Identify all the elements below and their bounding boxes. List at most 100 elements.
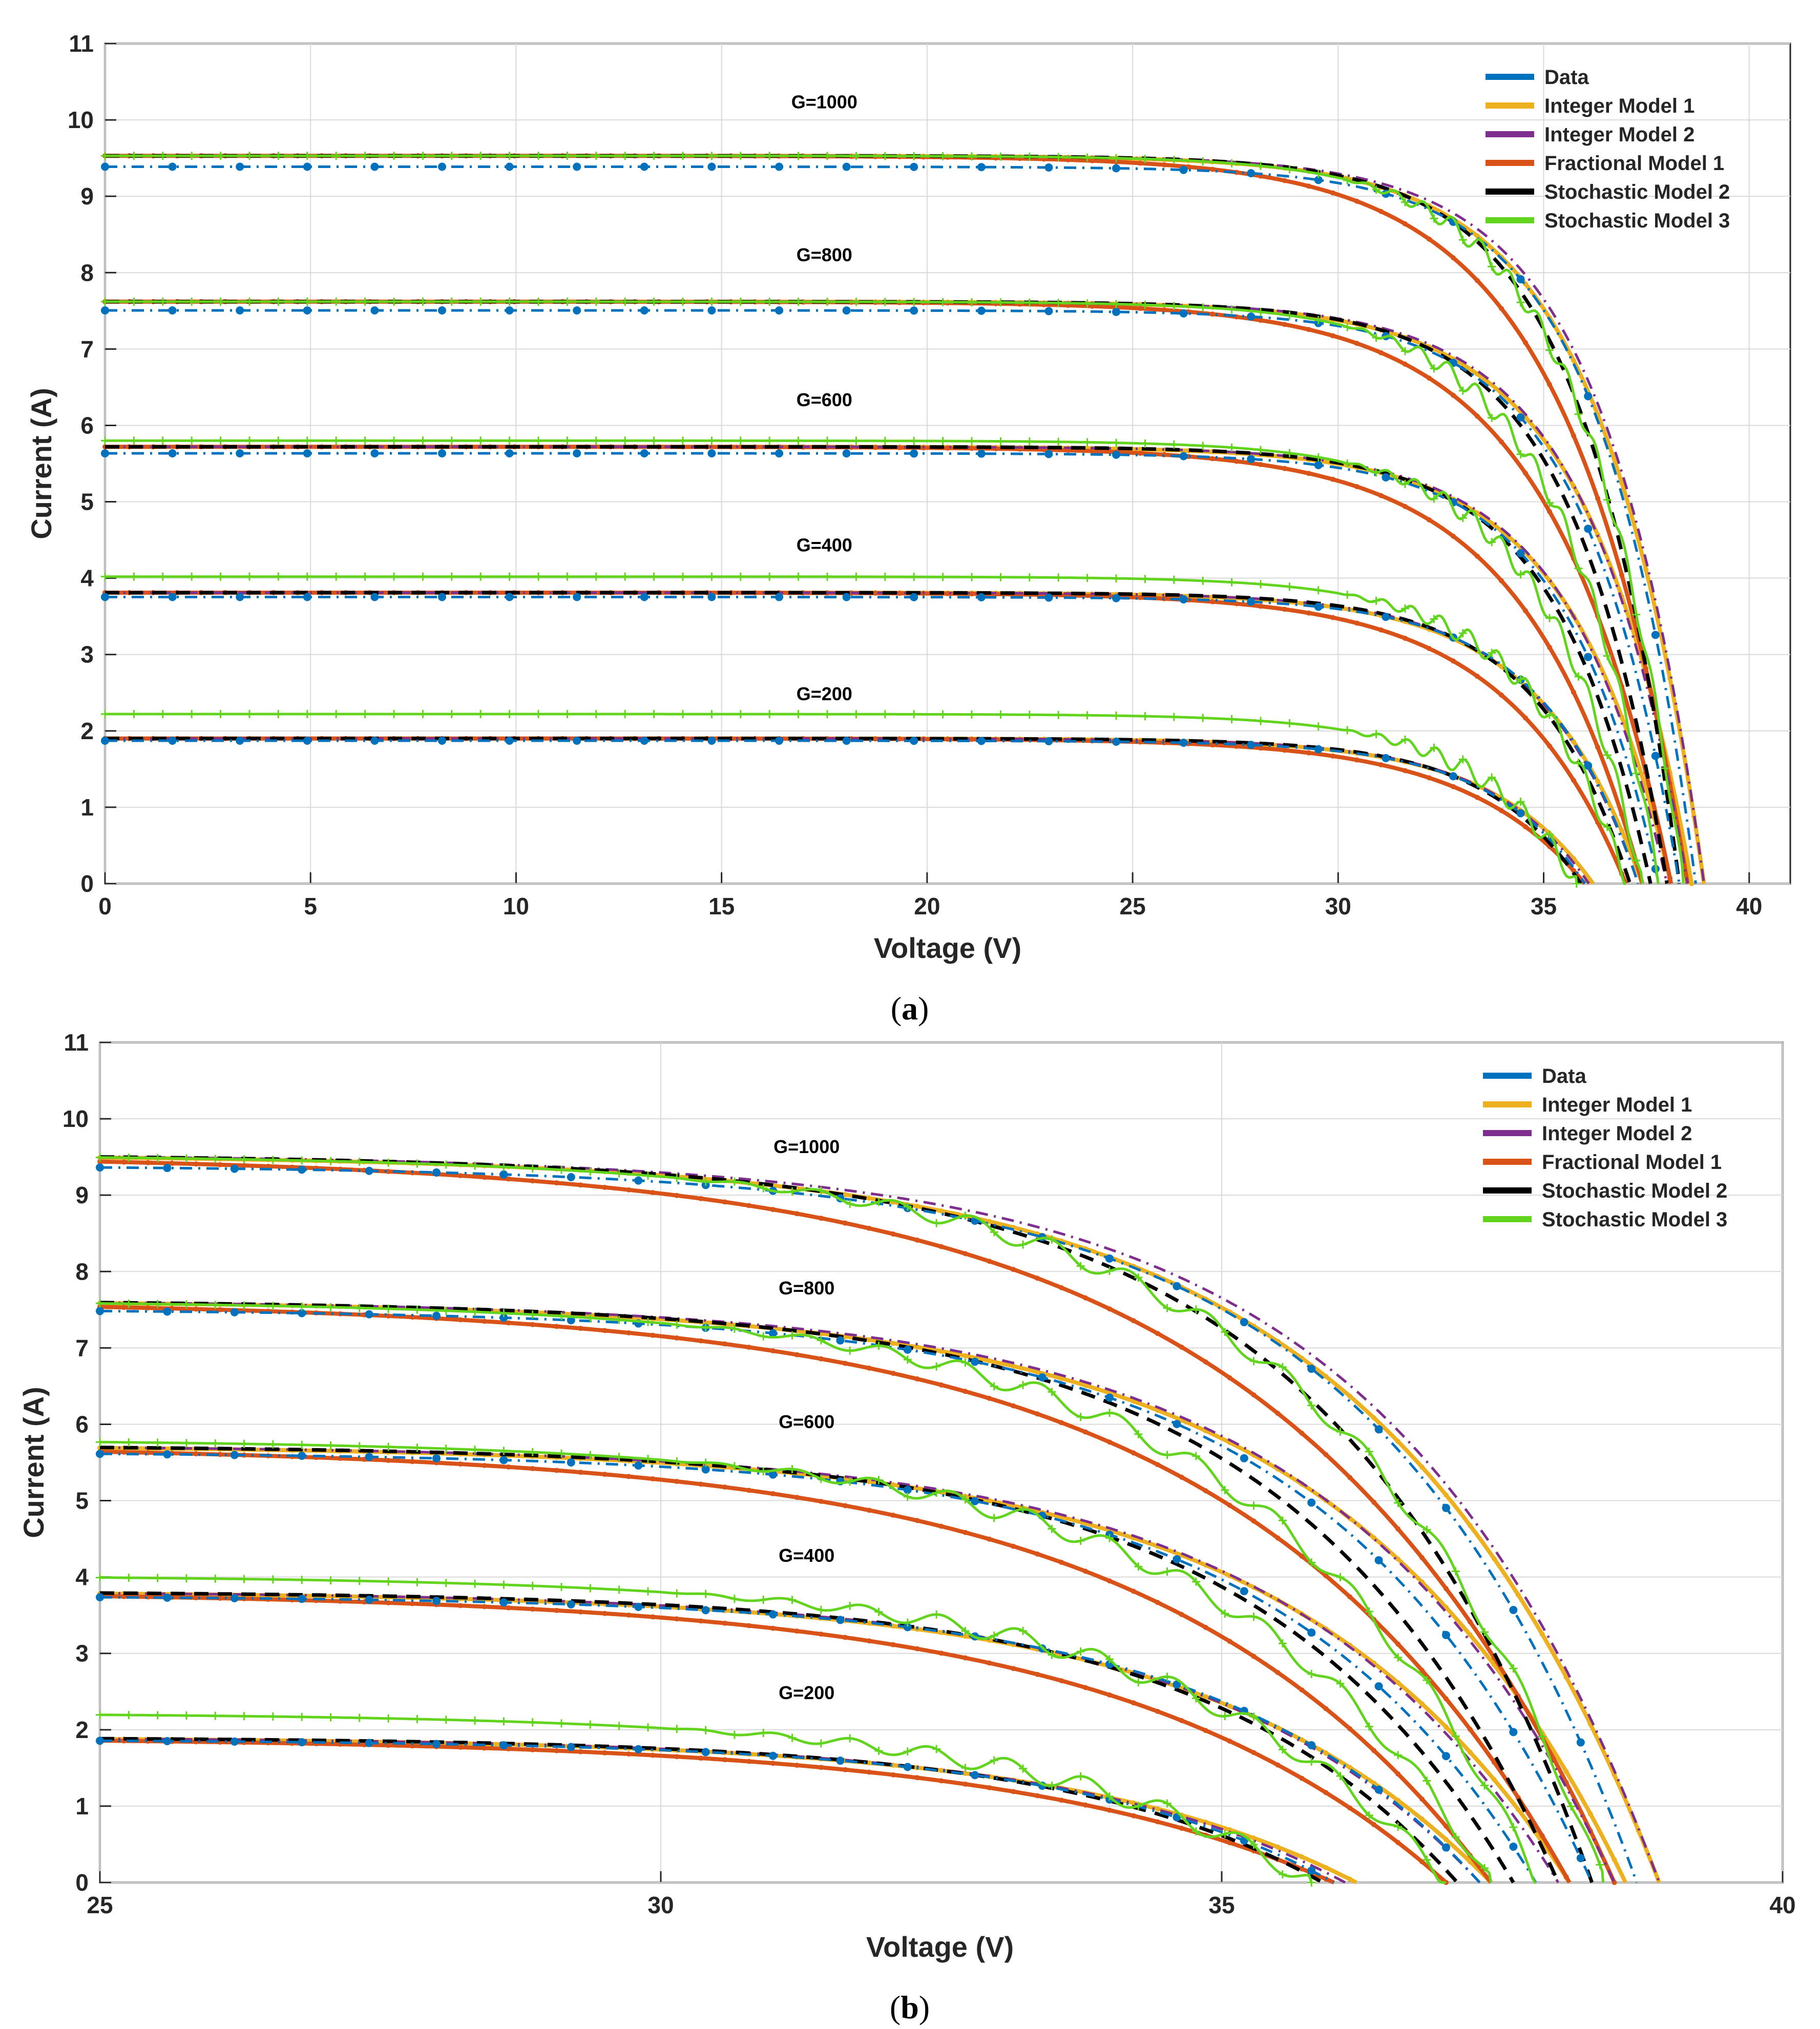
marker-frac1 [722,1341,728,1347]
marker-stoch3 [615,1722,623,1730]
marker-stoch3 [1249,1712,1258,1721]
marker-stoch3 [650,436,658,445]
marker-stoch3 [1227,715,1236,724]
marker-frac1 [1227,1375,1232,1380]
marker-frac1 [1619,572,1624,578]
marker-frac1 [1499,578,1504,583]
marker-frac1 [457,1745,463,1750]
marker-frac1 [1547,644,1552,650]
marker-data [505,736,514,745]
marker-stoch3 [707,710,716,719]
marker-stoch3 [447,297,456,306]
marker-frac1 [1275,1411,1281,1416]
marker-frac1 [987,1536,992,1542]
marker-frac1 [674,1754,680,1760]
marker-frac1 [1323,1790,1329,1795]
marker-frac1 [1011,1403,1016,1409]
marker-frac1 [914,1775,920,1781]
x-tick-label: 25 [87,1892,113,1918]
marker-frac1 [626,1751,632,1757]
marker-int1 [963,1353,968,1358]
marker-stoch3 [968,437,976,446]
marker-frac1 [674,1616,680,1622]
marker-frac1 [1090,158,1095,163]
marker-int1 [914,1203,920,1209]
marker-stoch3 [471,1446,479,1454]
marker-data [769,1751,777,1760]
marker-data [775,737,783,745]
marker-data [432,1454,441,1462]
marker-stoch3 [1480,1864,1489,1872]
marker-data [1584,761,1593,770]
marker-frac1 [1378,493,1384,498]
marker-stoch3 [903,1618,912,1627]
marker-data [1509,1605,1518,1614]
marker-frac1 [386,1743,391,1748]
y-tick-label: 8 [80,259,94,286]
series-stoch3-g400 [105,575,1626,885]
marker-frac1 [890,1772,896,1777]
marker-frac1 [1282,606,1287,612]
marker-frac1 [945,591,950,596]
x-tick-label: 20 [914,893,940,919]
marker-stoch3 [1314,722,1323,731]
marker-data [499,1598,508,1607]
marker-data [640,736,648,745]
marker-frac1 [770,1625,776,1631]
marker-stoch3 [557,1449,566,1458]
marker-stoch3 [476,297,485,306]
panel-b-irradiance-labels: G=1000 G=800 G=600 G=400 G=200 [773,1136,840,1703]
marker-stoch3 [303,436,311,445]
marker-data [432,1597,441,1605]
marker-frac1 [1427,517,1432,522]
marker-data [1307,1498,1316,1507]
marker-stoch3 [1430,214,1438,223]
marker-stoch3 [990,1514,998,1522]
marker-stoch3 [332,710,341,719]
marker-data [1179,738,1188,747]
marker-stoch3 [274,436,283,445]
marker-frac1 [482,1604,487,1609]
marker-stoch3 [245,152,254,160]
marker-frac1 [1162,307,1167,313]
marker-stoch3 [932,1610,941,1619]
marker-data [101,306,109,315]
markers-frac1-g800 [97,1304,1569,1879]
marker-data [438,449,446,457]
marker-stoch3 [1307,1401,1316,1410]
marker-frac1 [1282,466,1287,471]
marker-stoch3 [187,297,196,306]
marker-stoch3 [476,152,485,160]
marker-frac1 [1403,361,1408,367]
marker-stoch3 [390,710,398,719]
y-tick-label: 1 [75,1793,89,1819]
marker-stoch3 [447,152,456,160]
marker-data [236,162,244,171]
marker-frac1 [818,1356,824,1362]
marker-stoch3 [153,1300,162,1308]
marker-stoch3 [384,1714,393,1723]
marker-stoch3 [650,710,658,719]
marker-data [910,306,918,315]
marker-data [971,1771,979,1780]
marker-stoch3 [996,437,1005,446]
marker-frac1 [1227,1840,1232,1846]
marker-stoch3 [390,436,398,445]
marker-frac1 [963,1389,968,1394]
marker-stoch3 [96,1153,104,1162]
marker-stoch3 [932,1362,941,1371]
marker-stoch3 [101,436,109,445]
marker-int1 [1444,1837,1449,1843]
marker-stoch3 [298,1440,306,1449]
marker-frac1 [746,1488,752,1493]
marker-frac1 [1547,509,1552,514]
marker-data [365,1166,373,1175]
marker-data [230,1308,239,1316]
marker-stoch3 [961,1764,970,1772]
marker-frac1 [386,1168,391,1174]
marker-stoch3 [355,1304,364,1312]
marker-stoch3 [124,1574,133,1582]
marker-stoch3 [298,1302,306,1311]
marker-data [1584,525,1593,533]
marker-stoch3 [419,436,427,445]
